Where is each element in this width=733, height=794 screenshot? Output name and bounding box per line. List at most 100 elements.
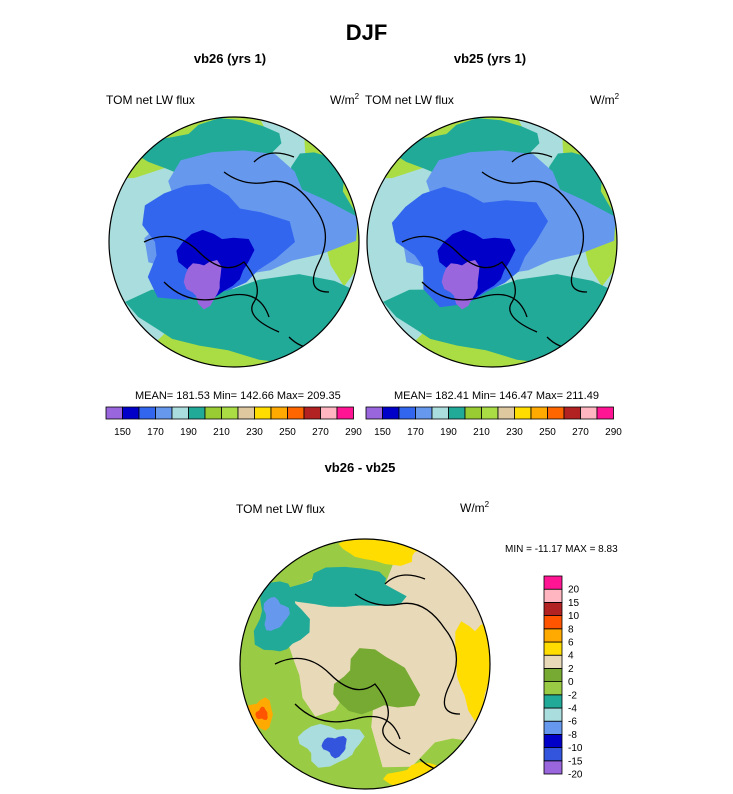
panel-1-map-outline	[108, 116, 360, 368]
panel-1-colorbar-swatch	[188, 406, 206, 420]
panel-1-colorbar-swatch	[171, 406, 189, 420]
panel-2-units: W/m2	[590, 92, 620, 107]
panel-2-colorbar-swatch	[481, 406, 499, 420]
panel-2-field-label: TOM net LW flux	[365, 93, 454, 107]
diff-map-blue-region	[321, 736, 347, 759]
panel-1-colorbar-swatch	[270, 406, 288, 420]
diff-colorbar-tick-label: -4	[568, 704, 577, 715]
panel-2-colorbar-swatch	[415, 406, 433, 420]
diff-stats: MIN = -11.17 MAX = 8.83	[505, 544, 618, 555]
panel-1-map-coastline	[163, 281, 270, 318]
diff-map-yellow-region	[455, 621, 490, 722]
diff-map-teal-region	[280, 566, 407, 607]
panel-1-colorbar-swatch	[320, 406, 338, 420]
diff-colorbar-swatch	[543, 575, 563, 590]
diff-colorbar-swatch	[543, 694, 563, 709]
panel-1-colorbar-swatch	[155, 406, 173, 420]
diff-colorbar-tick-label: -2	[568, 690, 577, 701]
panel-1-colorbar-swatch	[287, 406, 305, 420]
panel-2-colorbar-tick-label: 230	[506, 427, 523, 438]
diff-colorbar-tick-label: -10	[568, 743, 583, 754]
panel-2-colorbar-swatch	[398, 406, 416, 420]
diff-colorbar-tick-label: -6	[568, 717, 577, 728]
diff-colorbar-tick-label: 15	[568, 598, 580, 609]
diff-colorbar-swatch	[543, 588, 563, 603]
panel-2-colorbar-tick-label: 270	[572, 427, 589, 438]
panel-1-colorbar-tick-label: 250	[279, 427, 296, 438]
panel-2-colorbar-tick-label: 210	[473, 427, 490, 438]
panel-2-colorbar-swatch	[530, 406, 548, 420]
diff-field-label: TOM net LW flux	[236, 502, 325, 516]
panel-2-colorbar-tick-label: 290	[605, 427, 622, 438]
diff-map-green-region	[333, 648, 421, 715]
panel-1-map-coastline	[223, 171, 330, 293]
diff-colorbar-swatch	[543, 720, 563, 735]
panel-1-colorbar-swatch	[237, 406, 255, 420]
diff-colorbar-swatch	[543, 628, 563, 643]
panel-2-colorbar-swatch	[514, 406, 532, 420]
panel-2-stats: MEAN= 182.41 Min= 146.47 Max= 211.49	[394, 390, 599, 402]
panel-1-colorbar-tick-label: 290	[345, 427, 362, 438]
diff-map-blue-region	[263, 597, 290, 631]
diff-colorbar-tick-label: 10	[568, 611, 580, 622]
diff-colorbar-swatch	[543, 602, 563, 617]
panel-2-colorbar-swatch	[497, 406, 515, 420]
diff-map-tan-region	[288, 576, 389, 717]
diff-colorbar-swatch	[543, 760, 563, 775]
diff-map	[239, 538, 491, 790]
panel-1-colorbar-swatch	[254, 406, 272, 420]
diff-colorbar-tick-label: 4	[568, 651, 574, 662]
panel-1-colorbar-tick-label: 230	[246, 427, 263, 438]
panel-1-colorbar-swatch	[336, 406, 354, 420]
panel-1-map-coastline	[253, 152, 295, 163]
panel-2-map-outline	[366, 116, 618, 368]
diff-map-coastline	[384, 574, 426, 585]
diff-colorbar-tick-label: 20	[568, 585, 580, 596]
diff-colorbar-tick-label: 6	[568, 638, 574, 649]
panel-2-colorbar: 150 170 190 210 230 250 270 290	[365, 406, 622, 438]
panel-2-colorbar-swatch	[580, 406, 598, 420]
panel-1-colorbar-tick-label: 270	[312, 427, 329, 438]
diff-colorbar-swatch	[543, 668, 563, 683]
diff-colorbar-swatch	[543, 654, 563, 669]
panel-2-colorbar-swatch	[431, 406, 449, 420]
panel-2-map-field	[367, 117, 617, 367]
panel-1-colorbar-tick-label: 190	[180, 427, 197, 438]
panel-2-colorbar-swatch	[464, 406, 482, 420]
panel-1-map	[108, 116, 360, 368]
diff-colorbar-swatch	[543, 733, 563, 748]
panel-2-colorbar-swatch	[547, 406, 565, 420]
panel-1-subtitle: vb26 (yrs 1)	[193, 51, 267, 66]
diff-colorbar-tick-label: -20	[568, 770, 583, 781]
diff-units: W/m2	[460, 500, 490, 515]
panel-2-colorbar-tick-label: 250	[539, 427, 556, 438]
panel-1-colorbar-swatch	[221, 406, 239, 420]
diff-map-coastline	[354, 593, 461, 715]
panel-2-map	[366, 116, 618, 368]
panel-1-colorbar-tick-label: 150	[114, 427, 131, 438]
panel-2-map-min-region	[441, 260, 480, 310]
diff-colorbar-tick-label: 8	[568, 624, 574, 635]
panel-1-colorbar-swatch	[138, 406, 156, 420]
panel-1-units: W/m2	[330, 92, 360, 107]
diff-colorbar-swatch	[543, 615, 563, 630]
panel-2-subtitle: vb25 (yrs 1)	[453, 51, 527, 66]
diff-colorbar-swatch	[543, 641, 563, 656]
diff-colorbar-tick-label: 2	[568, 664, 574, 675]
panel-2-colorbar-swatch	[563, 406, 581, 420]
panel-1-colorbar-swatch	[122, 406, 140, 420]
panel-2-colorbar-tick-label: 170	[407, 427, 424, 438]
panel-1-colorbar-swatch	[303, 406, 321, 420]
panel-2-map-coastline	[421, 281, 528, 318]
panel-1-colorbar-tick-label: 170	[147, 427, 164, 438]
panel-2-colorbar-tick-label: 190	[440, 427, 457, 438]
diff-map-coastline	[294, 703, 401, 740]
diff-colorbar-tick-label: -8	[568, 730, 577, 741]
panel-2-colorbar-swatch	[382, 406, 400, 420]
diff-colorbar-swatch	[543, 747, 563, 762]
diff-map-coastline	[274, 657, 411, 755]
panel-1-field-label: TOM net LW flux	[106, 93, 195, 107]
panel-1-map-min-region	[183, 260, 222, 310]
diff-colorbar-tick-label: 0	[568, 677, 574, 688]
